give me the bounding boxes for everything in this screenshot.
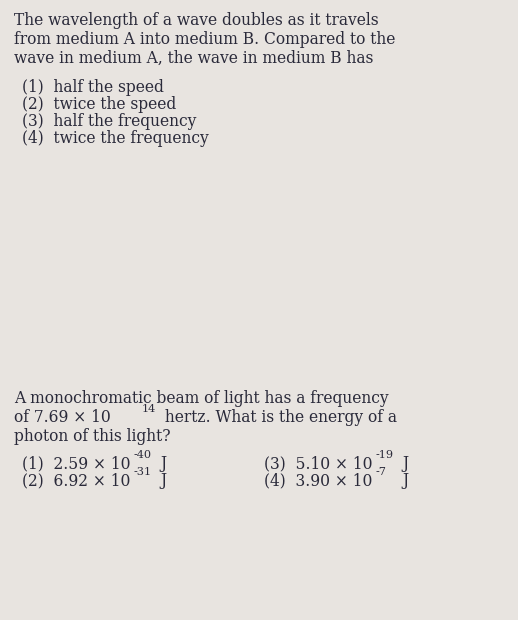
Text: wave in medium A, the wave in medium B has: wave in medium A, the wave in medium B h… bbox=[14, 50, 373, 67]
Text: -40: -40 bbox=[134, 450, 152, 460]
Text: (1)  half the speed: (1) half the speed bbox=[22, 79, 164, 96]
Text: 14: 14 bbox=[142, 404, 156, 414]
Text: of 7.69 × 10: of 7.69 × 10 bbox=[14, 409, 111, 426]
Text: -19: -19 bbox=[376, 450, 394, 460]
Text: (4)  twice the frequency: (4) twice the frequency bbox=[22, 130, 209, 147]
Text: (3)  5.10 × 10: (3) 5.10 × 10 bbox=[264, 455, 372, 472]
Text: (2)  twice the speed: (2) twice the speed bbox=[22, 96, 176, 113]
Text: (2)  6.92 × 10: (2) 6.92 × 10 bbox=[22, 472, 131, 489]
Text: (1)  2.59 × 10: (1) 2.59 × 10 bbox=[22, 455, 131, 472]
Text: hertz. What is the energy of a: hertz. What is the energy of a bbox=[160, 409, 397, 426]
Text: -7: -7 bbox=[376, 467, 387, 477]
Text: (4)  3.90 × 10: (4) 3.90 × 10 bbox=[264, 472, 372, 489]
Text: from medium A into medium B. Compared to the: from medium A into medium B. Compared to… bbox=[14, 31, 395, 48]
Text: photon of this light?: photon of this light? bbox=[14, 428, 170, 445]
Text: J: J bbox=[156, 455, 167, 472]
Text: A monochromatic beam of light has a frequency: A monochromatic beam of light has a freq… bbox=[14, 390, 388, 407]
Text: (3)  half the frequency: (3) half the frequency bbox=[22, 113, 196, 130]
Text: J: J bbox=[156, 472, 167, 489]
Text: J: J bbox=[398, 455, 409, 472]
Text: -31: -31 bbox=[134, 467, 152, 477]
Text: The wavelength of a wave doubles as it travels: The wavelength of a wave doubles as it t… bbox=[14, 12, 379, 29]
Text: J: J bbox=[398, 472, 409, 489]
